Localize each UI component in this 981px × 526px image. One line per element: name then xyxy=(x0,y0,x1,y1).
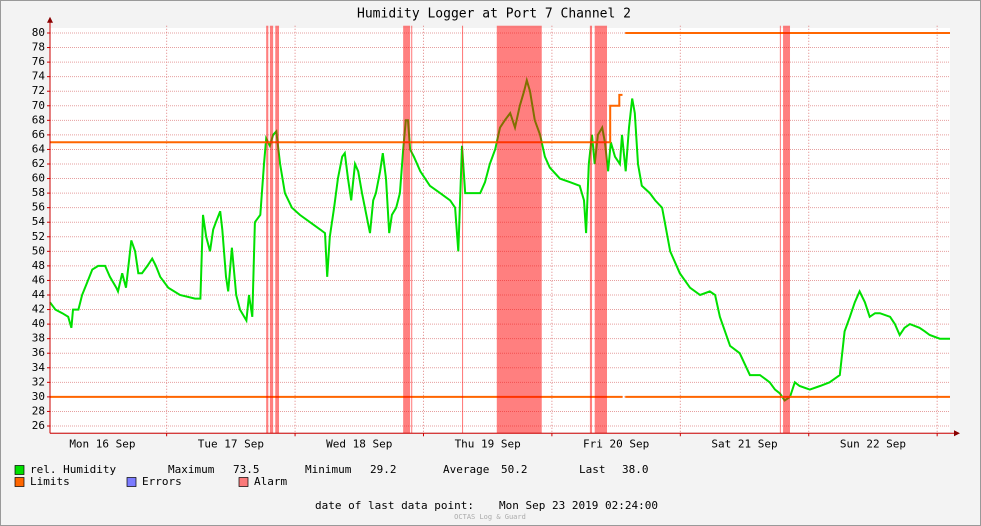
footer-value: Mon Sep 23 2019 02:24:00 xyxy=(499,499,658,512)
alarm-band xyxy=(594,25,608,434)
alarm-band xyxy=(783,25,791,434)
stat-label: Last xyxy=(579,463,606,476)
y-tick-label: 64 xyxy=(32,142,46,155)
alarm-band xyxy=(411,25,413,434)
legend-swatch xyxy=(238,477,249,487)
y-tick-label: 40 xyxy=(32,317,45,330)
y-arrow xyxy=(47,16,53,23)
legend-swatch xyxy=(126,477,137,487)
x-tick-label: Thu 19 Sep xyxy=(455,437,521,450)
alarm-band xyxy=(462,25,464,434)
alarm-band xyxy=(403,25,411,434)
chart-title: Humidity Logger at Port 7 Channel 2 xyxy=(357,7,631,22)
y-tick-label: 66 xyxy=(32,128,45,141)
y-tick-label: 74 xyxy=(32,70,46,83)
y-tick-label: 46 xyxy=(32,273,45,286)
y-tick-label: 60 xyxy=(32,172,45,185)
x-tick-label: Fri 20 Sep xyxy=(583,437,649,450)
axes: 2628303234363840424446485052545658606264… xyxy=(32,16,960,450)
alarm-band xyxy=(779,25,781,434)
stat-value: 50.2 xyxy=(501,463,528,476)
y-tick-label: 30 xyxy=(32,390,45,403)
legend-swatch xyxy=(14,465,25,475)
stat-label: Maximum xyxy=(168,463,215,476)
legend-label: Alarm xyxy=(254,475,287,488)
stat-label: Minimum xyxy=(305,463,352,476)
y-tick-label: 42 xyxy=(32,303,45,316)
marks xyxy=(49,25,950,434)
y-tick-label: 62 xyxy=(32,157,45,170)
y-tick-label: 28 xyxy=(32,404,45,417)
y-tick-label: 68 xyxy=(32,113,45,126)
y-tick-label: 48 xyxy=(32,259,45,272)
stat-value: 29.2 xyxy=(370,463,397,476)
watermark: OCTAS Log & Guard xyxy=(454,513,526,521)
legend-label: Limits xyxy=(30,475,70,488)
x-tick-label: Mon 16 Sep xyxy=(69,437,135,450)
y-tick-label: 34 xyxy=(32,361,46,374)
alarm-band xyxy=(269,25,274,434)
y-tick-label: 78 xyxy=(32,41,45,54)
alarm-band xyxy=(496,25,542,434)
y-tick-label: 36 xyxy=(32,346,45,359)
stat-label: Average xyxy=(443,463,489,476)
y-tick-label: 50 xyxy=(32,244,45,257)
legend-label: Errors xyxy=(142,475,182,488)
x-tick-label: Tue 17 Sep xyxy=(198,437,264,450)
legend-label: rel. Humidity xyxy=(30,463,116,476)
y-tick-label: 52 xyxy=(32,230,45,243)
stat-value: 38.0 xyxy=(622,463,649,476)
alarm-band xyxy=(266,25,269,434)
stat-value: 73.5 xyxy=(233,463,260,476)
legend-swatch xyxy=(14,477,25,487)
x-arrow xyxy=(954,430,960,437)
y-tick-label: 32 xyxy=(32,375,45,388)
x-tick-label: Wed 18 Sep xyxy=(326,437,392,450)
y-tick-label: 76 xyxy=(32,55,45,68)
y-tick-label: 58 xyxy=(32,186,45,199)
x-tick-label: Sat 21 Sep xyxy=(711,437,777,450)
x-tick-label: Sun 22 Sep xyxy=(840,437,906,450)
alarm-band xyxy=(589,25,593,434)
y-tick-label: 38 xyxy=(32,332,45,345)
alarm-band xyxy=(275,25,280,434)
y-tick-label: 44 xyxy=(32,288,46,301)
y-tick-label: 80 xyxy=(32,26,45,39)
y-tick-label: 70 xyxy=(32,99,45,112)
footer-label: date of last data point: xyxy=(315,499,474,512)
y-tick-label: 54 xyxy=(32,215,46,228)
series-line xyxy=(49,76,950,402)
y-tick-label: 56 xyxy=(32,201,45,214)
y-tick-label: 72 xyxy=(32,84,45,97)
y-tick-label: 26 xyxy=(32,419,45,432)
